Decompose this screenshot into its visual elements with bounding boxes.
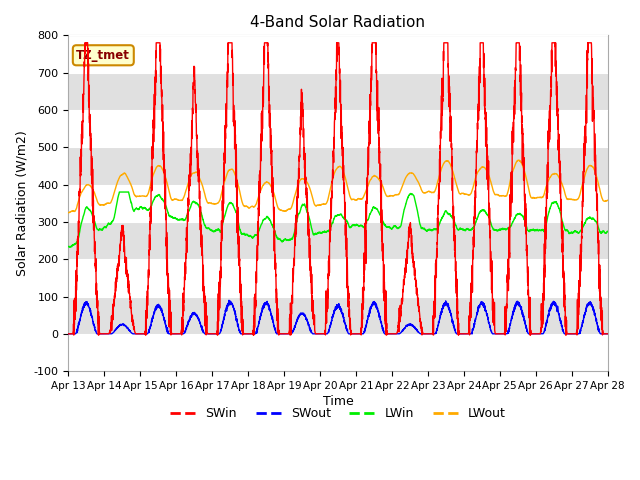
Line: LWout: LWout xyxy=(68,160,608,213)
LWin xyxy=(65,244,72,250)
LWout xyxy=(459,191,467,196)
Bar xyxy=(68,297,608,334)
SWout xyxy=(225,298,233,303)
SWout xyxy=(429,331,437,336)
Bar xyxy=(68,259,608,297)
Bar xyxy=(68,36,608,72)
SWout xyxy=(604,331,611,336)
Legend: SWin, SWout, LWin, LWout: SWin, SWout, LWin, LWout xyxy=(166,402,511,425)
LWout xyxy=(604,198,611,204)
LWin xyxy=(66,244,74,250)
Bar xyxy=(68,334,608,371)
LWout xyxy=(65,210,72,216)
SWin xyxy=(318,331,326,336)
Line: LWin: LWin xyxy=(68,192,608,247)
Text: TZ_tmet: TZ_tmet xyxy=(76,49,131,62)
LWout xyxy=(318,201,326,207)
Line: SWin: SWin xyxy=(68,43,608,335)
LWin xyxy=(604,228,612,234)
SWout xyxy=(161,321,169,327)
LWin xyxy=(115,189,123,195)
LWin xyxy=(162,202,170,208)
LWin xyxy=(490,227,497,233)
LWout xyxy=(65,210,72,216)
SWout xyxy=(318,331,326,336)
SWin xyxy=(429,313,437,319)
LWin xyxy=(604,228,611,234)
SWout xyxy=(459,331,467,336)
X-axis label: Time: Time xyxy=(323,395,353,408)
LWout xyxy=(161,174,169,180)
Title: 4-Band Solar Radiation: 4-Band Solar Radiation xyxy=(250,15,426,30)
Y-axis label: Solar Radiation (W/m2): Solar Radiation (W/m2) xyxy=(15,131,28,276)
SWout xyxy=(604,331,612,336)
Bar xyxy=(68,110,608,147)
SWin xyxy=(70,332,77,338)
SWin xyxy=(81,40,89,46)
Bar xyxy=(68,222,608,259)
SWin xyxy=(162,176,170,181)
SWin xyxy=(65,331,72,336)
LWout xyxy=(604,197,612,203)
SWin xyxy=(604,331,612,336)
SWout xyxy=(490,331,497,336)
Bar xyxy=(68,185,608,222)
SWout xyxy=(65,331,72,336)
Bar xyxy=(68,147,608,185)
Bar xyxy=(68,72,608,110)
LWout xyxy=(429,190,437,195)
LWout xyxy=(514,157,522,163)
SWout xyxy=(468,331,476,337)
LWin xyxy=(318,230,326,236)
SWin xyxy=(604,331,611,336)
LWin xyxy=(459,227,467,232)
SWin xyxy=(490,305,497,311)
LWout xyxy=(490,189,497,194)
SWin xyxy=(459,331,467,336)
Line: SWout: SWout xyxy=(68,300,608,334)
LWin xyxy=(429,227,437,232)
